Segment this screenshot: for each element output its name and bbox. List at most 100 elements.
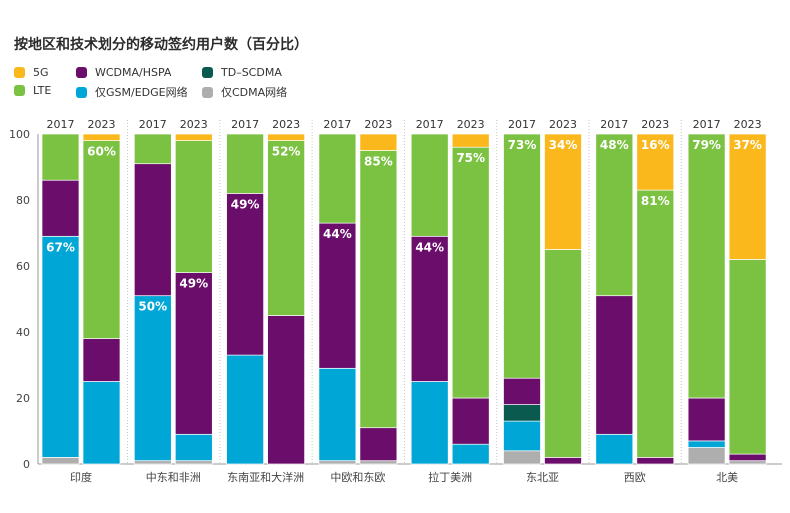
bar-segment-wcdma [595, 295, 634, 435]
bar-segment-lte [595, 133, 634, 297]
bar-segment-lte [174, 140, 213, 273]
year-label: 2017 [47, 118, 75, 131]
year-label: 2017 [416, 118, 444, 131]
legend-label-wcdma: WCDMA/HSPA [95, 66, 172, 79]
bar-segment-5g [544, 133, 582, 250]
bar-segment-lte [636, 189, 675, 458]
bar-segment-wcdma [636, 457, 675, 465]
data-label: 50% [138, 300, 167, 314]
bar-segment-cdma [728, 460, 767, 465]
bar-segment-5g [174, 133, 213, 141]
year-label: 2023 [549, 118, 577, 131]
legend-swatch-wcdma [76, 67, 87, 78]
legend-label-cdma: 仅CDMA网络 [221, 86, 288, 99]
bar-segment-5g [728, 133, 767, 260]
bar-segment-5g [636, 133, 675, 191]
bar-segment-lte [410, 133, 449, 237]
data-label: 16% [641, 138, 670, 152]
data-label: 37% [733, 138, 762, 152]
bar-segment-5g [267, 133, 305, 141]
y-tick-label: 40 [16, 326, 30, 339]
year-label: 2017 [693, 118, 721, 131]
bar-segment-gsm [410, 381, 449, 465]
bar-segment-gsm [451, 443, 490, 465]
legend-item-lte: LTE [14, 84, 51, 97]
bar-segment-gsm [174, 433, 213, 462]
y-tick-label: 20 [16, 392, 30, 405]
bar-segment-gsm [41, 235, 80, 458]
region-label: 中欧和东欧 [330, 471, 385, 484]
data-label: 73% [508, 138, 537, 152]
bar-segment-cdma [41, 457, 80, 465]
bar-segment-wcdma [687, 397, 726, 442]
bar-segment-wcdma [174, 272, 213, 435]
data-label: 67% [46, 240, 75, 254]
bar-segment-lte [544, 249, 582, 458]
legend-item-5g: 5G [14, 66, 49, 79]
bar-segment-wcdma [318, 222, 357, 369]
bar-segment-cdma [174, 460, 213, 465]
bar-segment-5g [359, 133, 398, 151]
bar-segment-gsm [133, 295, 172, 462]
region-label: 北美 [716, 471, 738, 484]
data-label: 49% [179, 277, 208, 291]
bar-segment-wcdma [728, 453, 767, 462]
legend-label-tdscdma: TD–SCDMA [221, 66, 282, 79]
legend-label-gsm: 仅GSM/EDGE网络 [95, 86, 188, 99]
bar-segment-wcdma [410, 235, 449, 382]
legend-label-5g: 5G [33, 66, 49, 79]
legend-label-lte: LTE [33, 84, 52, 97]
region-label: 拉丁美洲 [428, 470, 472, 484]
year-label: 2023 [457, 118, 485, 131]
data-label: 52% [272, 145, 301, 159]
bar-segment-5g [451, 133, 490, 148]
bar-segment-lte [226, 133, 264, 194]
data-label: 75% [456, 151, 485, 165]
data-label: 34% [549, 138, 578, 152]
bar-segment-wcdma [41, 179, 80, 237]
y-tick-label: 80 [16, 194, 30, 207]
bar-segment-wcdma [82, 338, 121, 382]
legend-swatch-5g [14, 67, 25, 78]
bar-segment-lte [41, 133, 80, 181]
bar-segment-gsm [595, 433, 634, 465]
data-label: 44% [415, 240, 444, 254]
bar-segment-lte [318, 133, 357, 224]
bar-segment-gsm [687, 440, 726, 448]
data-label: 49% [231, 197, 260, 211]
bar-segment-lte [728, 259, 767, 455]
legend-item-wcdma: WCDMA/HSPA [76, 66, 171, 79]
bar-segment-cdma [318, 460, 357, 465]
region-label: 西欧 [624, 471, 646, 484]
bar-segment-wcdma [267, 315, 305, 465]
bar-segment-gsm [82, 381, 121, 465]
bar-segment-wcdma [503, 377, 541, 405]
bar-segment-wcdma [359, 427, 398, 462]
year-label: 2023 [180, 118, 208, 131]
bar-segment-lte [267, 140, 305, 316]
legend-swatch-tdscdma [202, 67, 213, 78]
year-label: 2017 [600, 118, 628, 131]
bar-segment-cdma [359, 460, 398, 465]
bar-segment-lte [133, 133, 172, 165]
year-label: 2017 [508, 118, 536, 131]
bar-segment-wcdma [544, 457, 582, 465]
legend-item-cdma: 仅CDMA网络 [202, 84, 287, 100]
y-tick-label: 60 [16, 260, 30, 273]
year-label: 2023 [641, 118, 669, 131]
data-label: 85% [364, 155, 393, 169]
bar-segment-wcdma [451, 397, 490, 445]
region-label: 中东和非洲 [146, 471, 201, 484]
data-label: 60% [87, 145, 116, 159]
bar-segment-gsm [503, 420, 541, 452]
bar-segment-cdma [687, 447, 726, 465]
year-label: 2017 [231, 118, 259, 131]
y-tick-label: 100 [9, 128, 30, 141]
data-label: 48% [600, 138, 629, 152]
bar-segment-tdscdma [503, 404, 541, 422]
region-label: 东南亚和大洋洲 [227, 470, 304, 484]
legend-swatch-cdma [202, 86, 213, 98]
region-label: 印度 [70, 470, 92, 484]
year-label: 2017 [139, 118, 167, 131]
